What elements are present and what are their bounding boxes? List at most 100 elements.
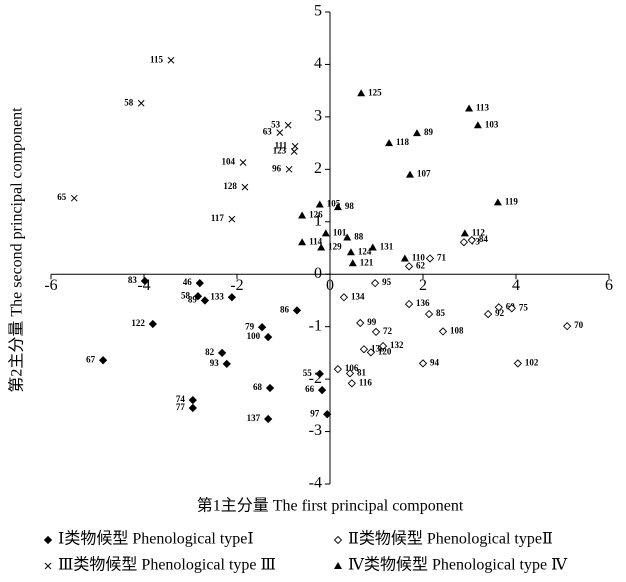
point bbox=[404, 299, 414, 309]
point-label: 116 bbox=[359, 377, 373, 387]
x-axis-title: 第1主分量 The first principal component bbox=[197, 497, 464, 515]
point-label: 46 bbox=[183, 277, 193, 287]
point bbox=[298, 211, 307, 219]
y-tick-label: 4 bbox=[314, 55, 322, 72]
y-tick-label: 5 bbox=[314, 3, 322, 20]
y-tick-label: -4 bbox=[309, 475, 322, 492]
y-axis-title: 第2主分量 The second principal component bbox=[8, 107, 26, 393]
point bbox=[378, 341, 388, 351]
point bbox=[371, 327, 381, 337]
point bbox=[222, 359, 231, 369]
point-label: 93 bbox=[210, 358, 220, 368]
point-label: 84 bbox=[479, 234, 489, 244]
point-label: 136 bbox=[416, 298, 430, 308]
point-label: 124 bbox=[358, 246, 372, 256]
point bbox=[347, 379, 356, 388]
point bbox=[228, 215, 236, 223]
x-tick-label: 0 bbox=[326, 277, 334, 294]
point-label: 119 bbox=[505, 196, 519, 206]
point bbox=[140, 276, 150, 286]
point bbox=[70, 194, 78, 202]
point bbox=[276, 129, 284, 136]
point bbox=[357, 89, 366, 97]
point-label: 66 bbox=[305, 384, 315, 394]
point bbox=[405, 170, 414, 178]
point bbox=[188, 395, 197, 405]
point bbox=[317, 243, 326, 251]
point bbox=[346, 248, 355, 256]
y-tick-label: -1 bbox=[309, 317, 322, 334]
point bbox=[315, 369, 324, 379]
point-label: 134 bbox=[351, 291, 365, 301]
point-label: 137 bbox=[247, 413, 261, 423]
point-label: 110 bbox=[412, 253, 426, 263]
point bbox=[317, 385, 327, 395]
point bbox=[494, 303, 503, 312]
point-label: 118 bbox=[396, 137, 410, 147]
point bbox=[438, 327, 448, 336]
point-label: 62 bbox=[416, 260, 426, 270]
point-label: 88 bbox=[354, 232, 364, 242]
y-tick-label: 3 bbox=[314, 108, 322, 125]
point-label: 122 bbox=[131, 318, 145, 328]
point bbox=[368, 243, 377, 251]
x-tick-label: -2 bbox=[230, 277, 243, 294]
point-label: 89 bbox=[188, 295, 198, 305]
point-label: 97 bbox=[310, 408, 320, 418]
point bbox=[366, 348, 376, 357]
point bbox=[291, 142, 299, 150]
point bbox=[483, 309, 493, 319]
point bbox=[507, 304, 516, 313]
point bbox=[188, 403, 197, 413]
point-label: 82 bbox=[205, 347, 215, 357]
point bbox=[264, 414, 273, 424]
point-label: 129 bbox=[328, 242, 342, 252]
point bbox=[343, 233, 352, 241]
point-label: 95 bbox=[382, 277, 392, 287]
point bbox=[460, 229, 469, 237]
point bbox=[167, 56, 175, 64]
point-label: 55 bbox=[303, 368, 313, 378]
point-label: 113 bbox=[476, 103, 490, 113]
point bbox=[404, 262, 414, 271]
point bbox=[200, 296, 210, 305]
legend-marker bbox=[333, 535, 343, 545]
point bbox=[370, 279, 380, 288]
point-label: 125 bbox=[368, 87, 382, 97]
point-label: 121 bbox=[360, 257, 374, 267]
point-label: 70 bbox=[574, 320, 584, 330]
y-tick-label: -3 bbox=[309, 422, 322, 439]
point-label: 79 bbox=[245, 321, 255, 331]
point-label: 104 bbox=[222, 157, 236, 167]
point bbox=[264, 333, 273, 342]
point-label: 131 bbox=[380, 242, 394, 252]
point bbox=[292, 306, 302, 315]
point-label: 92 bbox=[495, 308, 505, 318]
point-label: 89 bbox=[424, 127, 434, 137]
legend-marker bbox=[334, 562, 342, 569]
point-label: 67 bbox=[86, 354, 96, 364]
legend-label: Ⅲ类物候型 Phenological type Ⅲ bbox=[58, 556, 276, 574]
point bbox=[513, 359, 522, 368]
point-label: 98 bbox=[345, 201, 355, 211]
x-tick-label: 6 bbox=[605, 277, 613, 294]
point-label: 132 bbox=[390, 340, 404, 350]
point bbox=[493, 198, 502, 206]
point-label: 133 bbox=[210, 291, 224, 301]
y-tick-label: 1 bbox=[314, 212, 322, 229]
point bbox=[359, 345, 369, 354]
point bbox=[348, 259, 357, 267]
point-label: 99 bbox=[367, 317, 377, 327]
point-label: 117 bbox=[211, 213, 225, 223]
point-label: 53 bbox=[271, 119, 281, 129]
point-label: 74 bbox=[176, 394, 186, 404]
point-label: 71 bbox=[437, 253, 447, 263]
legend-marker bbox=[44, 562, 52, 570]
point-label: 86 bbox=[280, 304, 290, 314]
point-label: 112 bbox=[472, 227, 486, 237]
point bbox=[459, 238, 469, 247]
point bbox=[321, 229, 330, 237]
point bbox=[385, 139, 394, 147]
point bbox=[98, 356, 108, 365]
point-label: 103 bbox=[485, 119, 499, 129]
